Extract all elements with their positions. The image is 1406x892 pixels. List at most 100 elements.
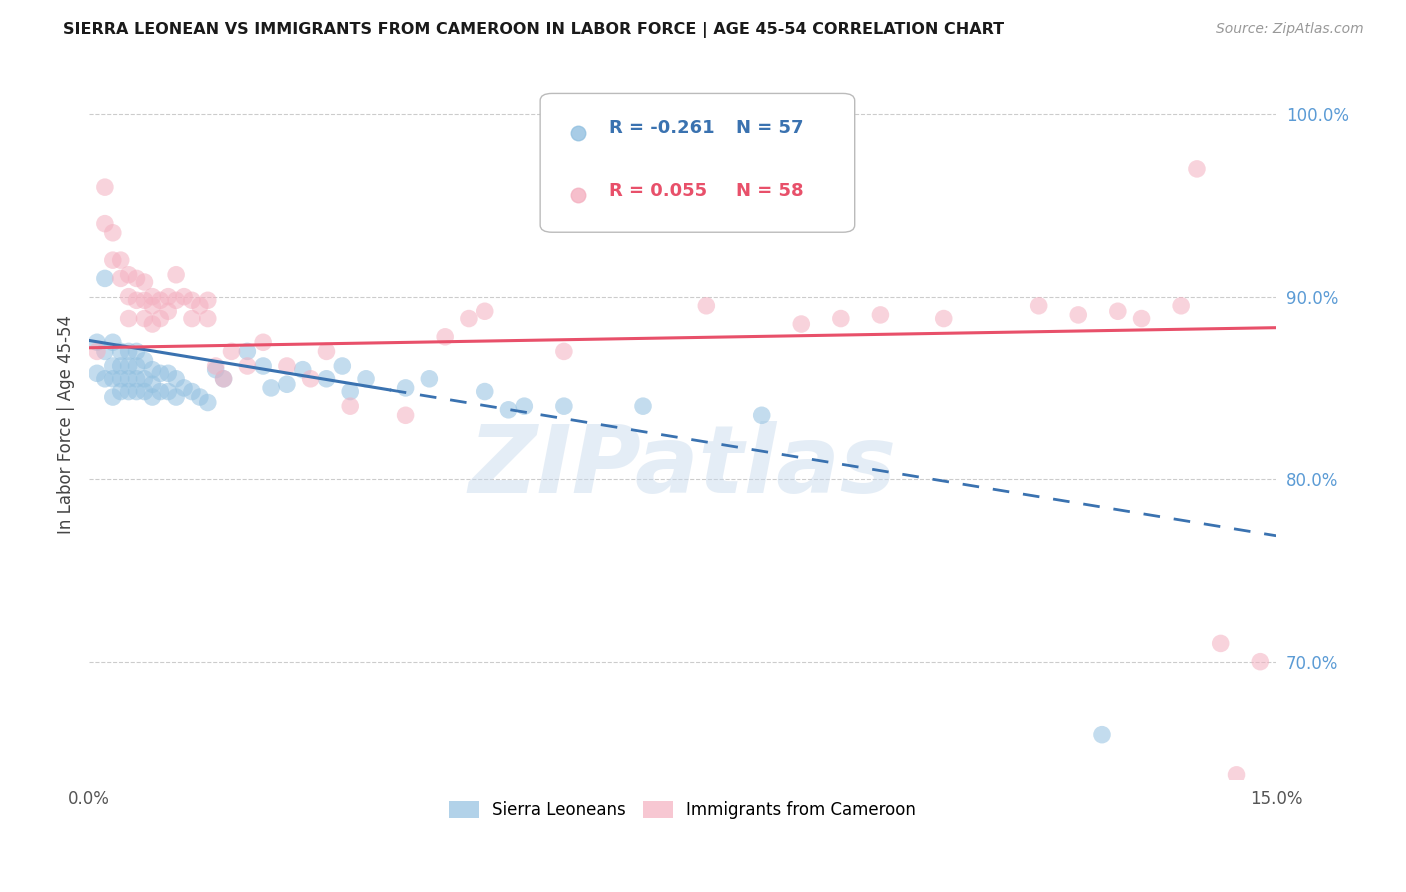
Point	[330, 359, 353, 373]
Point	[117, 384, 139, 399]
Point	[339, 399, 361, 413]
Point	[197, 293, 219, 308]
Point	[101, 335, 124, 350]
Point	[1028, 299, 1050, 313]
Point	[165, 390, 187, 404]
Point	[117, 344, 139, 359]
Point	[204, 359, 226, 373]
Point	[458, 311, 481, 326]
Point	[165, 372, 187, 386]
Point	[315, 372, 337, 386]
Point	[394, 409, 416, 423]
Point	[134, 311, 156, 326]
Point	[165, 268, 187, 282]
Point	[1209, 636, 1232, 650]
Point	[134, 372, 156, 386]
Point	[1107, 304, 1129, 318]
Point	[869, 308, 891, 322]
Point	[197, 311, 219, 326]
Point	[117, 311, 139, 326]
Point	[149, 384, 172, 399]
Point	[141, 362, 163, 376]
Point	[101, 253, 124, 268]
Point	[94, 344, 117, 359]
Point	[86, 367, 108, 381]
Point	[276, 377, 298, 392]
Point	[173, 290, 195, 304]
Point	[110, 344, 132, 359]
Point	[252, 335, 274, 350]
FancyBboxPatch shape	[540, 94, 855, 232]
Point	[354, 372, 377, 386]
Point	[1225, 768, 1247, 782]
Point	[394, 381, 416, 395]
Point	[260, 381, 283, 395]
Point	[86, 344, 108, 359]
Point	[188, 299, 211, 313]
Point	[134, 353, 156, 368]
Text: SIERRA LEONEAN VS IMMIGRANTS FROM CAMEROON IN LABOR FORCE | AGE 45-54 CORRELATIO: SIERRA LEONEAN VS IMMIGRANTS FROM CAMERO…	[63, 22, 1004, 38]
Point	[1185, 161, 1208, 176]
Point	[125, 344, 148, 359]
Point	[94, 217, 117, 231]
Point	[141, 377, 163, 392]
Point	[1170, 299, 1192, 313]
Point	[149, 367, 172, 381]
Point	[125, 372, 148, 386]
Point	[474, 384, 496, 399]
Point	[339, 384, 361, 399]
Point	[181, 293, 204, 308]
Point	[932, 311, 955, 326]
Point	[125, 359, 148, 373]
Point	[236, 359, 259, 373]
Point	[553, 344, 575, 359]
Point	[181, 311, 204, 326]
Point	[276, 359, 298, 373]
Text: N = 58: N = 58	[735, 182, 804, 200]
Point	[236, 344, 259, 359]
Point	[134, 275, 156, 289]
Point	[101, 359, 124, 373]
Point	[141, 390, 163, 404]
Point	[513, 399, 536, 413]
Point	[157, 304, 180, 318]
Point	[157, 367, 180, 381]
Legend: Sierra Leoneans, Immigrants from Cameroon: Sierra Leoneans, Immigrants from Cameroo…	[443, 794, 922, 825]
Point	[149, 293, 172, 308]
Point	[149, 311, 172, 326]
Point	[134, 384, 156, 399]
Point	[1130, 311, 1153, 326]
Point	[125, 384, 148, 399]
Point	[134, 293, 156, 308]
Point	[221, 344, 243, 359]
Point	[110, 372, 132, 386]
Point	[101, 390, 124, 404]
Point	[498, 402, 520, 417]
Point	[157, 384, 180, 399]
Point	[1067, 308, 1090, 322]
Point	[830, 311, 852, 326]
Point	[695, 299, 717, 313]
Text: Source: ZipAtlas.com: Source: ZipAtlas.com	[1216, 22, 1364, 37]
Point	[197, 395, 219, 409]
Point	[252, 359, 274, 373]
Point	[125, 271, 148, 285]
Point	[204, 362, 226, 376]
Text: R = 0.055: R = 0.055	[609, 182, 707, 200]
Point	[94, 372, 117, 386]
Point	[188, 390, 211, 404]
Point	[117, 290, 139, 304]
Point	[631, 399, 654, 413]
Y-axis label: In Labor Force | Age 45-54: In Labor Force | Age 45-54	[58, 315, 75, 534]
Point	[291, 362, 314, 376]
Point	[125, 293, 148, 308]
Point	[173, 381, 195, 395]
Point	[110, 384, 132, 399]
Point	[94, 271, 117, 285]
Point	[1091, 728, 1114, 742]
Point	[110, 359, 132, 373]
Point	[86, 335, 108, 350]
Point	[418, 372, 440, 386]
Point	[165, 293, 187, 308]
Point	[181, 384, 204, 399]
